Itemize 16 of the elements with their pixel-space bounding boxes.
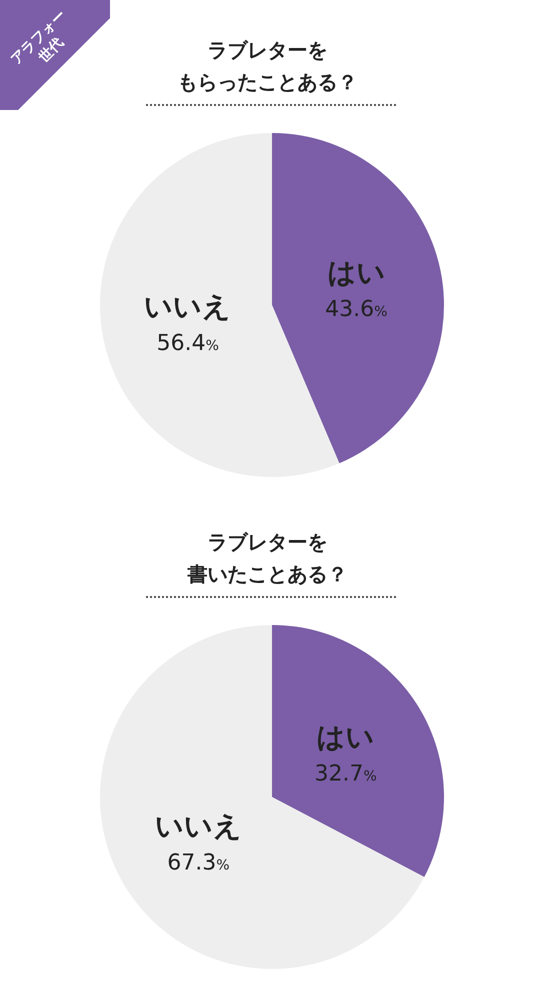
- slice-label: はい: [327, 256, 386, 289]
- data-label: 43.6%: [325, 296, 388, 322]
- chart-subtitle: もらったことある？: [178, 70, 358, 94]
- chart-title: ラブレターを: [206, 529, 328, 556]
- data-label: 67.3%: [167, 850, 230, 876]
- slice-label: いいえ: [154, 809, 242, 842]
- chart-title: ラブレターを: [208, 38, 328, 62]
- pie-slice: [272, 133, 444, 464]
- pie-slice: [272, 625, 444, 878]
- slice-label: はい: [316, 720, 375, 754]
- chart-subtitle: 書いたことある？: [186, 561, 348, 588]
- data-label: 56.4%: [156, 331, 219, 356]
- text: アラフォー世代: [7, 6, 70, 70]
- data-label: 32.7%: [314, 762, 377, 787]
- slice-label: いいえ: [144, 290, 232, 324]
- pie-slice: [100, 625, 424, 969]
